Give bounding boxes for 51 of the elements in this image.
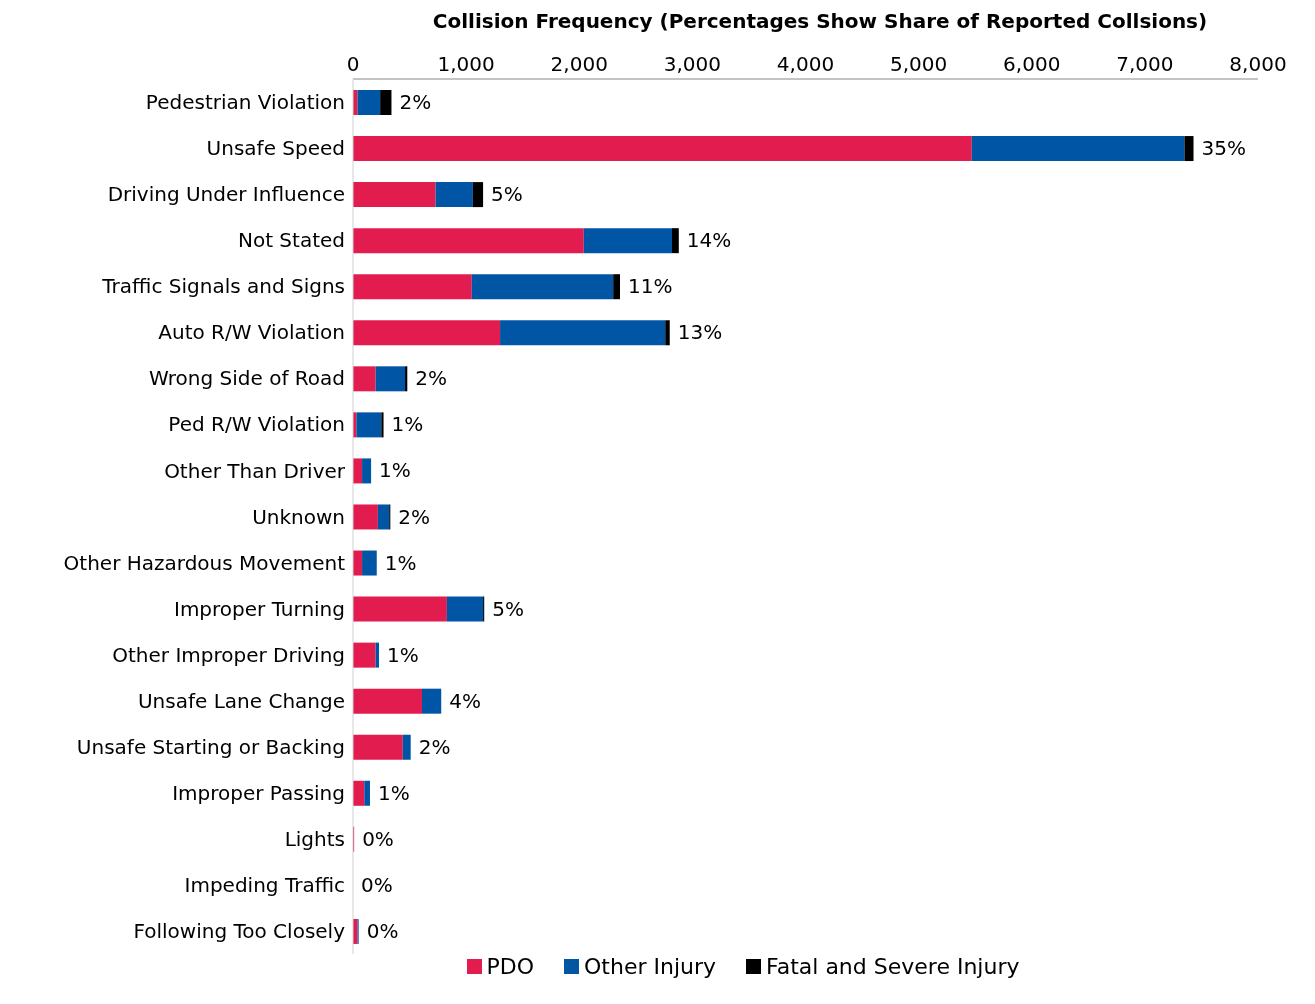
y-tick-label: Unsafe Speed xyxy=(206,136,345,161)
y-tick-label: Driving Under Influence xyxy=(107,182,345,207)
y-tick-label: Other Than Driver xyxy=(164,458,346,483)
y-tick-label: Ped R/W Violation xyxy=(168,412,345,437)
annotation: 5% xyxy=(491,182,523,207)
x-tick-label: 8,000 xyxy=(1229,52,1287,76)
annotation: 14% xyxy=(686,228,732,253)
y-tick-label: Not Stated xyxy=(237,228,345,253)
annotation: 0% xyxy=(362,826,394,851)
annotation: 0% xyxy=(361,872,393,897)
x-tick-label: 5,000 xyxy=(889,52,948,76)
x-tick-label: 6,000 xyxy=(1003,52,1061,76)
y-tick-label: Improper Turning xyxy=(173,596,345,621)
annotation: 35% xyxy=(1201,136,1246,161)
y-tick-label: Unsafe Lane Change xyxy=(137,688,345,713)
y-tick-label: Improper Passing xyxy=(172,780,345,805)
y-tick-label: Pedestrian Violation xyxy=(145,90,345,115)
chart-title: Collision Frequency (Percentages Show Share of Reported Collsions) xyxy=(431,8,1209,34)
y-tick-label: Traffic Signals and Signs xyxy=(101,274,345,299)
y-tick-label: Other Improper Driving xyxy=(112,642,345,667)
y-tick-label: Impeding Traffic xyxy=(184,873,345,898)
annotation: 2% xyxy=(399,90,432,115)
x-tick-label: 7,000 xyxy=(1116,52,1174,76)
legend-label: PDO xyxy=(486,954,535,979)
x-tick-label: 1,000 xyxy=(437,52,495,76)
annotation: 5% xyxy=(492,596,524,621)
x-tick-label: 4,000 xyxy=(776,52,835,76)
legend-label: Fatal and Severe Injury xyxy=(766,954,1020,979)
annotation: 2% xyxy=(398,504,431,529)
annotation: 11% xyxy=(627,274,673,299)
annotation: 1% xyxy=(384,550,417,575)
annotation: 1% xyxy=(387,642,419,667)
annotation: 1% xyxy=(379,458,411,483)
y-tick-label: Other Hazardous Movement xyxy=(63,550,346,575)
y-tick-label: Auto R/W Violation xyxy=(158,320,345,345)
legend-label: Other Injury xyxy=(584,954,717,979)
annotation: 2% xyxy=(418,734,451,759)
annotation: 1% xyxy=(377,780,410,805)
annotation: 1% xyxy=(391,412,424,437)
y-tick-label: Following Too Closely xyxy=(133,919,346,944)
y-tick-label: Wrong Side of Road xyxy=(148,366,345,391)
annotation: 13% xyxy=(677,320,723,345)
annotation: 2% xyxy=(415,366,448,391)
y-tick-label: Lights xyxy=(284,826,345,851)
annotation: 0% xyxy=(366,918,399,943)
x-tick-label: 0 xyxy=(346,52,360,76)
annotation: 4% xyxy=(449,688,481,713)
x-tick-label: 3,000 xyxy=(663,52,722,76)
y-tick-label: Unsafe Starting or Backing xyxy=(76,734,345,759)
x-tick-label: 2,000 xyxy=(550,52,608,76)
y-tick-label: Unknown xyxy=(252,504,345,529)
